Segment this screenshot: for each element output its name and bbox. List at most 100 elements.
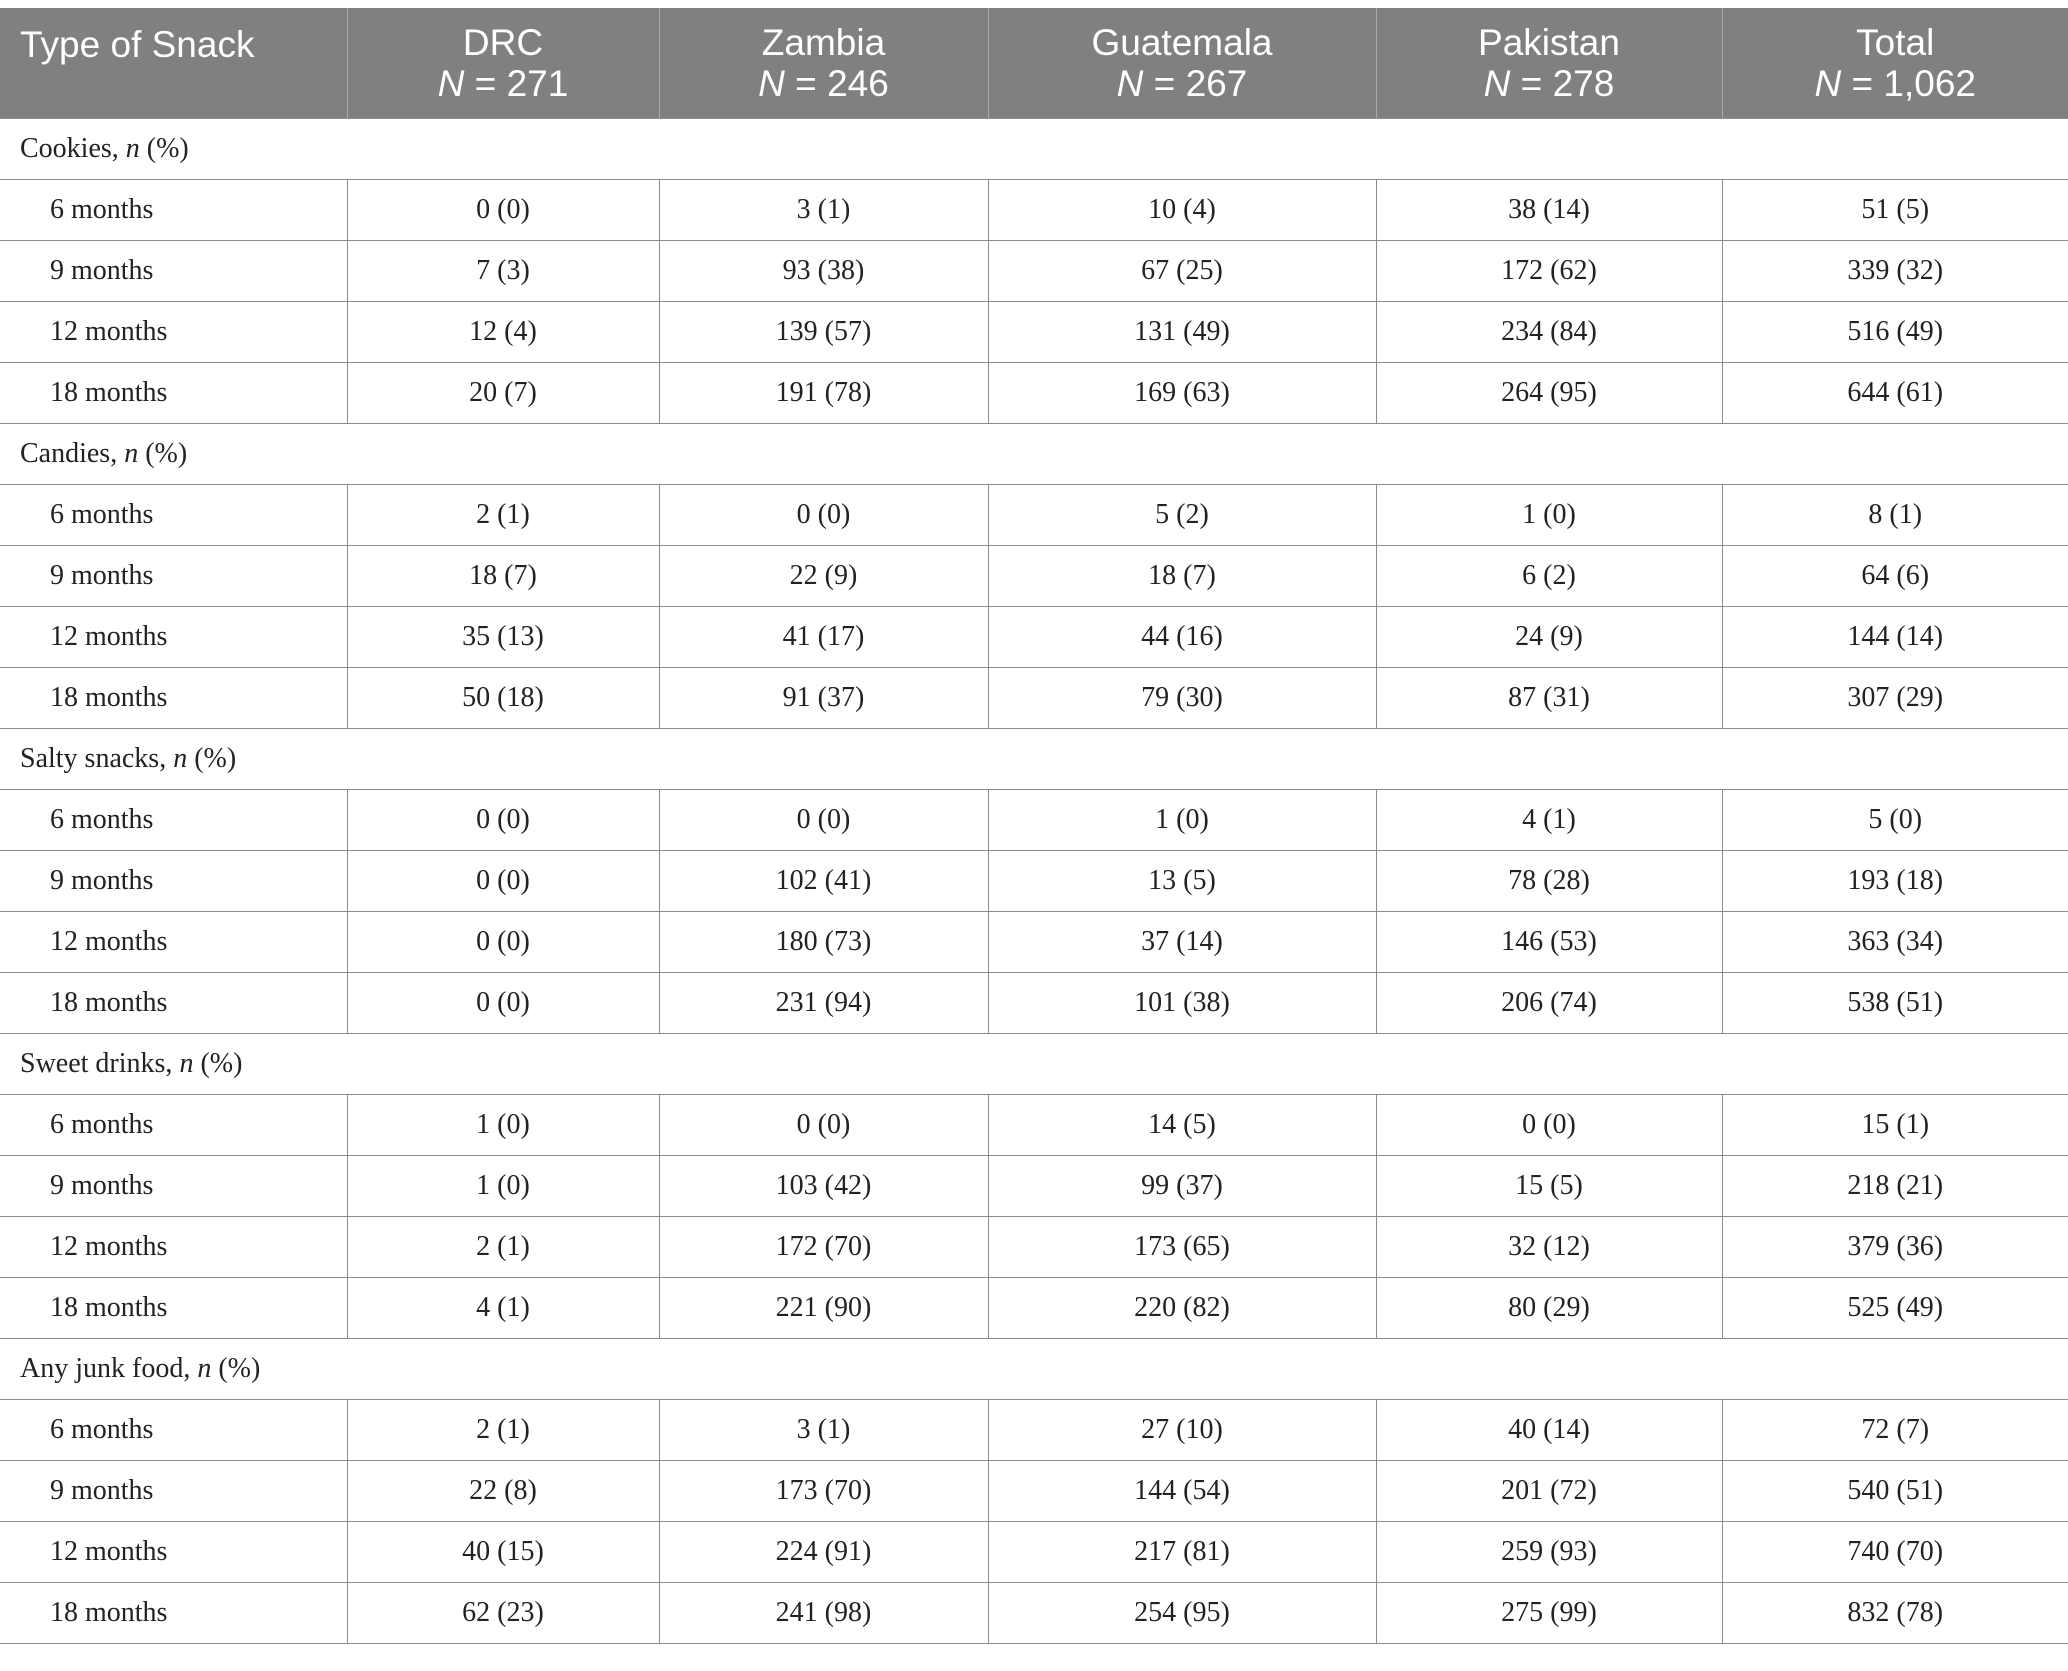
table-cell: 254 (95) [987, 1582, 1377, 1644]
table-cell: 87 (31) [1375, 667, 1723, 729]
table-cell: 35 (13) [346, 606, 660, 668]
row-label: 6 months [0, 1094, 348, 1156]
header-pakistan: Pakistan N = 278 [1375, 8, 1722, 119]
header-sample-size: N = 246 [758, 63, 889, 104]
table-cell: 62 (23) [346, 1582, 660, 1644]
header-country-name: DRC [462, 22, 544, 63]
table-cell: 218 (21) [1721, 1155, 2068, 1217]
table-row: 9 months 7 (3) 93 (38) 67 (25) 172 (62) 339 (… [0, 240, 2068, 302]
table-cell: 740 (70) [1721, 1521, 2068, 1583]
table-cell: 131 (49) [987, 301, 1377, 363]
table-cell: 18 (7) [346, 545, 660, 607]
table-cell: 24 (9) [1375, 606, 1723, 668]
header-country-name: Guatemala [1091, 22, 1273, 63]
table-cell: 307 (29) [1721, 667, 2068, 729]
table-cell: 5 (2) [987, 484, 1377, 546]
snack-table: Type of Snack DRC N = 271 Zambia N = 246… [0, 8, 2068, 1644]
table-row: 9 months 18 (7) 22 (9) 18 (7) 6 (2) 64 (6) [0, 545, 2068, 607]
table-cell: 1 (0) [346, 1094, 660, 1156]
table-cell: 832 (78) [1721, 1582, 2068, 1644]
table-cell: 32 (12) [1375, 1216, 1723, 1278]
table-cell: 193 (18) [1721, 850, 2068, 912]
table-cell: 103 (42) [658, 1155, 989, 1217]
table-cell: 80 (29) [1375, 1277, 1723, 1339]
table-cell: 221 (90) [658, 1277, 989, 1339]
row-label: 12 months [0, 1521, 348, 1583]
row-label: 9 months [0, 1155, 348, 1217]
table-cell: 259 (93) [1375, 1521, 1723, 1583]
table-cell: 79 (30) [987, 667, 1377, 729]
table-body: Cookies, n (%) 6 months 0 (0) 3 (1) 10 (4) 38… [0, 118, 2068, 1644]
table-cell: 93 (38) [658, 240, 989, 302]
header-row: Type of Snack DRC N = 271 Zambia N = 246… [0, 8, 2068, 119]
table-cell: 363 (34) [1721, 911, 2068, 973]
table-cell: 78 (28) [1375, 850, 1723, 912]
table-cell: 0 (0) [1375, 1094, 1723, 1156]
table-cell: 3 (1) [658, 1399, 989, 1461]
table-row: 18 months 0 (0) 231 (94) 101 (38) 206 (74) 53… [0, 972, 2068, 1034]
table-cell: 67 (25) [987, 240, 1377, 302]
row-label: 18 months [0, 362, 348, 424]
table-cell: 38 (14) [1375, 179, 1723, 241]
row-label: 18 months [0, 1582, 348, 1644]
table-cell: 0 (0) [658, 789, 989, 851]
table-cell: 264 (95) [1375, 362, 1723, 424]
header-zambia: Zambia N = 246 [658, 8, 988, 119]
table-row: 6 months 2 (1) 0 (0) 5 (2) 1 (0) 8 (1) [0, 484, 2068, 546]
table-cell: 644 (61) [1721, 362, 2068, 424]
row-label: 6 months [0, 1399, 348, 1461]
table-row: 12 months 2 (1) 172 (70) 173 (65) 32 (12) 379… [0, 1216, 2068, 1278]
header-country-name: Total [1856, 22, 1935, 63]
table-cell: 7 (3) [346, 240, 660, 302]
table-cell: 2 (1) [346, 484, 660, 546]
row-label: 12 months [0, 301, 348, 363]
table-cell: 172 (62) [1375, 240, 1723, 302]
row-label: 18 months [0, 972, 348, 1034]
table-cell: 2 (1) [346, 1216, 660, 1278]
section-row: Candies, n (%) [0, 423, 2068, 485]
table-cell: 525 (49) [1721, 1277, 2068, 1339]
table-cell: 15 (1) [1721, 1094, 2068, 1156]
table-cell: 101 (38) [987, 972, 1377, 1034]
table-cell: 20 (7) [346, 362, 660, 424]
table-cell: 37 (14) [987, 911, 1377, 973]
table-cell: 102 (41) [658, 850, 989, 912]
row-label: 18 months [0, 1277, 348, 1339]
row-label: 9 months [0, 1460, 348, 1522]
table-cell: 516 (49) [1721, 301, 2068, 363]
table-header: Type of Snack DRC N = 271 Zambia N = 246… [0, 8, 2068, 119]
header-guatemala: Guatemala N = 267 [987, 8, 1376, 119]
table-cell: 0 (0) [346, 179, 660, 241]
table-cell: 27 (10) [987, 1399, 1377, 1461]
table-cell: 191 (78) [658, 362, 989, 424]
table-cell: 0 (0) [658, 484, 989, 546]
table-cell: 44 (16) [987, 606, 1377, 668]
table-cell: 0 (0) [658, 1094, 989, 1156]
section-row: Any junk food, n (%) [0, 1338, 2068, 1400]
table-cell: 220 (82) [987, 1277, 1377, 1339]
table-cell: 0 (0) [346, 972, 660, 1034]
table-cell: 1 (0) [987, 789, 1377, 851]
table-cell: 22 (9) [658, 545, 989, 607]
row-label: 6 months [0, 484, 348, 546]
table-cell: 6 (2) [1375, 545, 1723, 607]
table-cell: 217 (81) [987, 1521, 1377, 1583]
table-row: 6 months 1 (0) 0 (0) 14 (5) 0 (0) 15 (1) [0, 1094, 2068, 1156]
table-cell: 139 (57) [658, 301, 989, 363]
table-cell: 10 (4) [987, 179, 1377, 241]
table-cell: 0 (0) [346, 789, 660, 851]
table-cell: 173 (65) [987, 1216, 1377, 1278]
table-cell: 14 (5) [987, 1094, 1377, 1156]
table-row: 18 months 62 (23) 241 (98) 254 (95) 275 (99)… [0, 1582, 2068, 1644]
row-label: 6 months [0, 789, 348, 851]
table-row: 18 months 50 (18) 91 (37) 79 (30) 87 (31) 307… [0, 667, 2068, 729]
table-cell: 379 (36) [1721, 1216, 2068, 1278]
table-cell: 2 (1) [346, 1399, 660, 1461]
header-total: Total N = 1,062 [1721, 8, 2068, 119]
table-row: 6 months 2 (1) 3 (1) 27 (10) 40 (14) 72 (7) [0, 1399, 2068, 1461]
row-label: 18 months [0, 667, 348, 729]
table-row: 9 months 1 (0) 103 (42) 99 (37) 15 (5) 218 (2… [0, 1155, 2068, 1217]
table-cell: 40 (15) [346, 1521, 660, 1583]
header-drc: DRC N = 271 [346, 8, 659, 119]
table-cell: 3 (1) [658, 179, 989, 241]
